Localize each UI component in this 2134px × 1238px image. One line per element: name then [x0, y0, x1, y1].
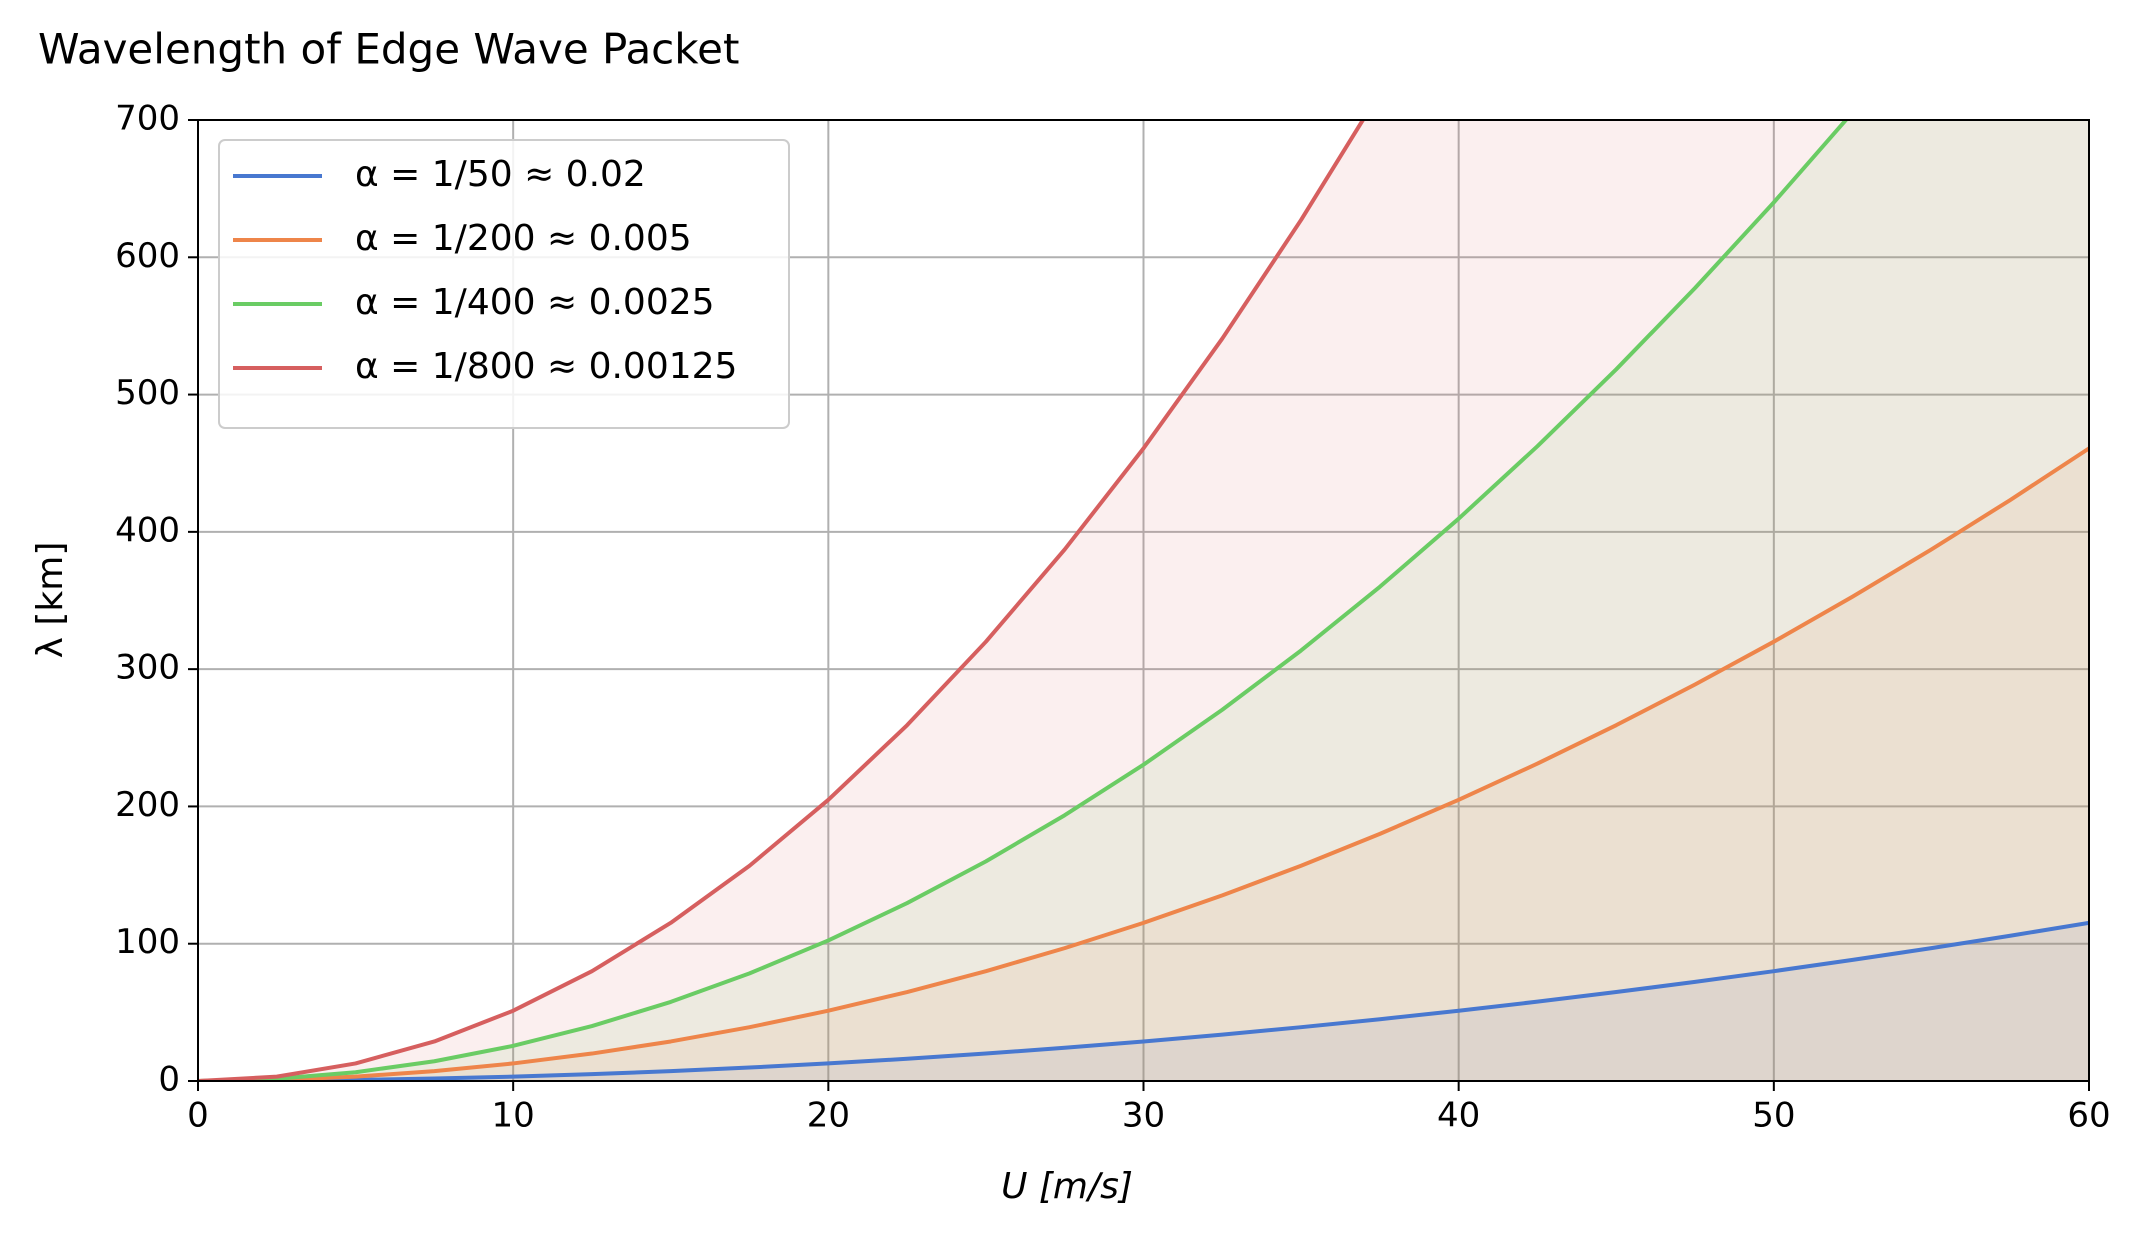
x-tick-label: 50 — [1752, 1096, 1795, 1136]
series-line — [198, 446, 2089, 1081]
y-tick-label: 600 — [115, 236, 180, 276]
y-tick-label: 100 — [115, 922, 180, 962]
series-line — [198, 120, 1849, 1081]
area-fill — [198, 120, 2089, 1081]
x-tick-label: 20 — [807, 1096, 850, 1136]
y-tick-label: 400 — [115, 510, 180, 550]
x-tick-label: 60 — [2067, 1096, 2110, 1136]
y-tick-label: 500 — [115, 373, 180, 413]
y-tick-label: 0 — [158, 1060, 180, 1100]
area-fill — [198, 120, 2089, 1081]
legend-box — [218, 139, 790, 429]
y-axis-label: λ [km] — [30, 542, 71, 659]
series-line — [198, 920, 2089, 1081]
chart-title: Wavelength of Edge Wave Packet — [38, 25, 739, 74]
legend-label: α = 1/400 ≈ 0.0025 — [355, 282, 715, 323]
series-line — [198, 120, 1366, 1081]
x-tick-label: 40 — [1437, 1096, 1480, 1136]
y-tick-label: 200 — [115, 785, 180, 825]
grid — [197, 119, 2090, 1082]
x-tick-label: 10 — [492, 1096, 535, 1136]
y-tick-label: 700 — [115, 99, 180, 139]
legend-label: α = 1/800 ≈ 0.00125 — [355, 346, 737, 387]
area-fill — [198, 922, 2089, 1081]
area-fill — [198, 448, 2089, 1081]
x-tick-label: 0 — [187, 1096, 209, 1136]
legend: α = 1/50 ≈ 0.02 α = 1/200 ≈ 0.005 α = 1/40… — [218, 139, 790, 429]
fills — [198, 120, 2089, 1081]
y-tick-label: 300 — [115, 648, 180, 688]
legend-label: α = 1/200 ≈ 0.005 — [355, 218, 692, 259]
lines — [198, 120, 2089, 1081]
x-axis-label: U [m/s] — [1001, 1166, 1133, 1207]
legend-label: α = 1/50 ≈ 0.02 — [355, 154, 646, 195]
x-tick-label: 30 — [1122, 1096, 1165, 1136]
